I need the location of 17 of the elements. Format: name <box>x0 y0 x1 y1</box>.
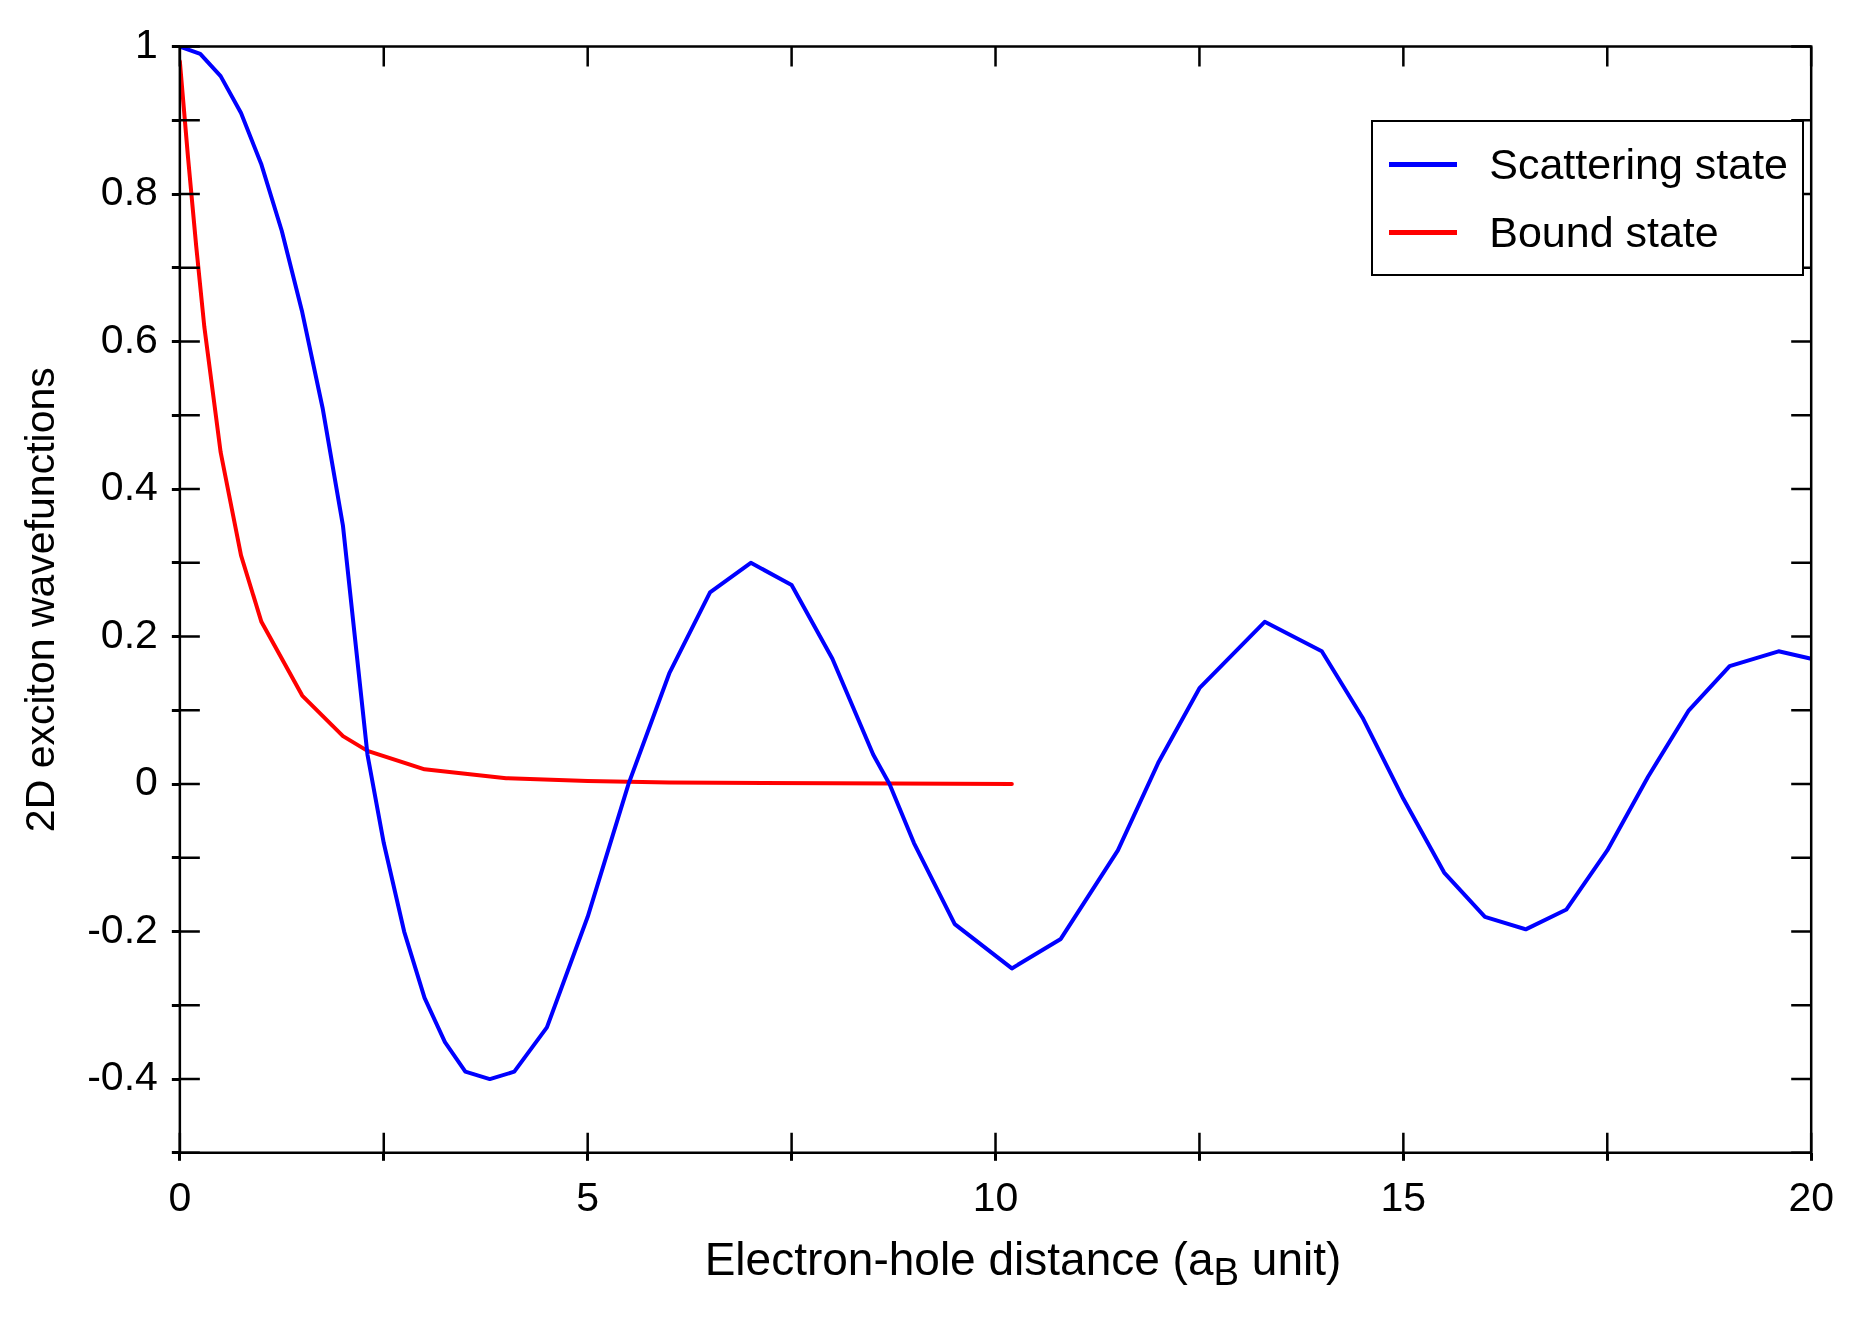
x-axis-title: Electron-hole distance (a$_{B}$ unit) <box>703 1232 1343 1295</box>
y-tick-label: -0.2 <box>87 905 158 952</box>
y-tick-label: 0 <box>135 758 158 805</box>
y-tick-label: 1 <box>135 20 158 67</box>
x-tick-label: 0 <box>168 1173 192 1220</box>
y-axis-title: 2D exciton wavefunctions <box>16 367 63 833</box>
y-tick-label: 0.2 <box>100 610 158 657</box>
x-tick-label: 15 <box>1380 1173 1427 1220</box>
x-tick-label: 10 <box>972 1173 1019 1220</box>
y-tick-label: -0.4 <box>87 1053 158 1100</box>
y-tick-label: 0.4 <box>100 463 158 510</box>
x-tick-label: 5 <box>576 1173 600 1220</box>
x-tick-label: 20 <box>1788 1173 1834 1220</box>
y-tick-label: 0.8 <box>100 168 158 215</box>
y-tick-label: 0.6 <box>100 315 158 362</box>
legend-label: Scattering state <box>1489 139 1788 190</box>
legend-label: Bound state <box>1489 207 1719 258</box>
